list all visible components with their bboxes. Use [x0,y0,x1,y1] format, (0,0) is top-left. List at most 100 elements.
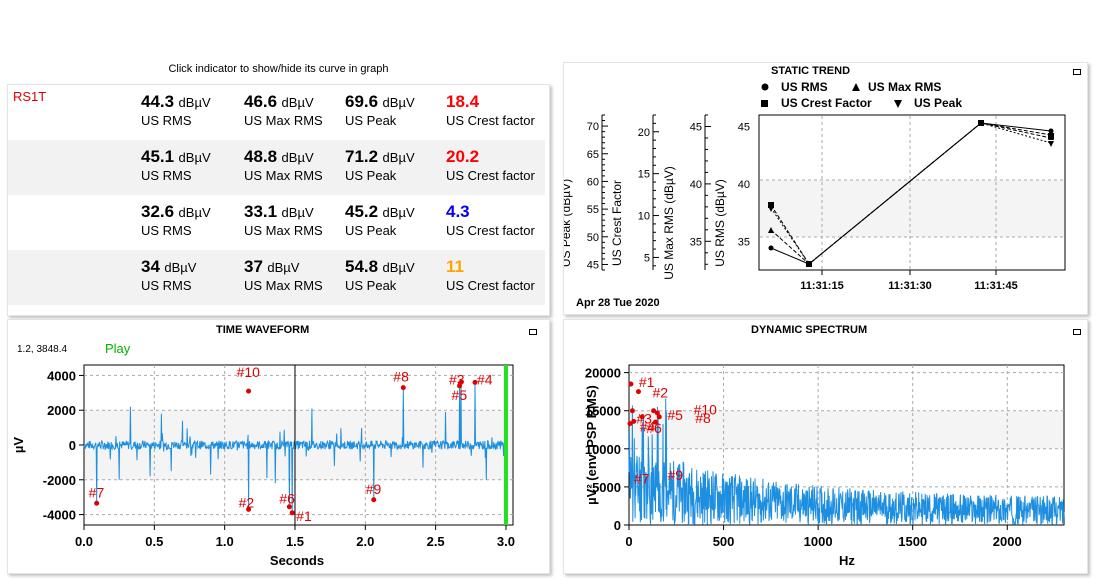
indicator-us-crest-factor[interactable]: 20.2 US Crest factor [446,147,535,183]
indicator-us-max-rms[interactable]: 37 dBµV US Max RMS [244,257,323,293]
indicator-us-crest-factor[interactable]: 4.3 US Crest factor [446,202,535,238]
indicator-us-crest-factor[interactable]: 11 US Crest factor [446,257,535,293]
marker-dot[interactable] [289,510,295,516]
indicator-us-rms[interactable]: 34 dBµV US RMS [141,257,196,293]
legend-down-triangle-icon [894,100,902,108]
axis-us-rms: 45 40 35 US RMS (dBµV) [713,121,750,266]
y-tick-label: 10000 [585,442,621,457]
indicator-unit: dBµV [382,95,415,110]
legend-us-peak[interactable]: US Peak [914,96,962,110]
marker-dot[interactable] [639,414,645,420]
marker-dot[interactable] [631,418,637,424]
crest-value: 11 [446,257,464,276]
marker-dot[interactable] [627,421,633,427]
marker-dot[interactable] [246,388,252,394]
legend-us-crest-factor[interactable]: US Crest Factor [781,96,872,110]
indicator-value: 33.1 [244,202,278,221]
marker-dot[interactable] [651,408,657,414]
marker-dot[interactable] [656,414,662,420]
axis-tick-label: 40 [738,179,750,191]
marker-dot[interactable] [371,497,377,503]
marker-dot[interactable] [629,408,635,414]
indicator-us-peak[interactable]: 71.2 dBµV US Peak [345,147,415,183]
marker-dot[interactable] [635,389,641,395]
trend-legend[interactable]: US RMS US Max RMS US Crest Factor US Pea… [761,80,962,110]
marker-label: #9 [366,481,382,497]
y-tick-label: 0 [69,438,76,453]
x-tick-label: 11:31:30 [888,280,931,292]
marker-dot[interactable] [628,381,634,387]
indicator-unit: dBµV [382,205,415,220]
cursor-readout: 1.2, 3848.4 [17,344,68,355]
x-tick-label: 11:31:15 [800,280,843,292]
minimize-button[interactable] [1073,329,1081,335]
marker-label: #6 [279,491,295,507]
minimize-button[interactable] [529,329,537,335]
y-tick-label: 20000 [585,366,621,381]
trend-plot-area[interactable]: 11:31:15 11:31:30 11:31:45 [758,114,1066,292]
marker-dot[interactable] [654,410,660,416]
time-waveform-chart[interactable]: #10 #8 #3 #4 #5 #7 #2 #6#1 #9 4000 2000 0 -2000 -4000… [8,320,549,573]
dynamic-spectrum-chart[interactable]: #1#2#10#8#5#3#4#6#7 #92000015000100005000… [564,320,1087,573]
marker-dot[interactable] [652,419,658,425]
indicator-value: 32.6 [141,202,175,221]
marker-label: #1 [296,508,312,524]
marker-dot[interactable] [246,506,252,512]
legend-us-max-rms[interactable]: US Max RMS [868,80,941,94]
indicator-value: 48.8 [244,147,278,166]
indicator-us-max-rms[interactable]: 33.1 dBµV US Max RMS [244,202,323,238]
marker-dot[interactable] [94,500,100,506]
marker-dot[interactable] [400,385,406,391]
marker-label: #4 [640,418,656,434]
crest-value: 4.3 [446,202,470,221]
indicator-value: 44.3 [141,92,175,111]
indicator-label: US RMS [141,113,192,128]
indicator-value: 37 [244,257,263,276]
indicator-us-rms[interactable]: 44.3 dBµV US RMS [141,92,211,128]
sensor-label[interactable]: RS1T [13,89,47,104]
marker-label: #8 [393,369,409,385]
indicator-label: US Max RMS [244,278,323,293]
indicator-us-peak[interactable]: 69.6 dBµV US Peak [345,92,415,128]
indicator-us-max-rms[interactable]: 46.6 dBµV US Max RMS [244,92,323,128]
marker-label: #7 [89,484,105,500]
y-tick-label: -4000 [43,508,76,523]
indicator-label: US Peak [345,168,397,183]
indicator-label: US RMS [141,223,192,238]
marker-label: #9 [667,467,683,483]
indicator-us-crest-factor[interactable]: 18.4 US Crest factor [446,92,535,128]
minimize-button[interactable] [1073,69,1081,75]
marker-label: #5 [667,407,683,423]
axis-tick-label: 60 [587,176,599,188]
x-tick-label: 2.5 [427,534,445,549]
marker-dot[interactable] [286,504,292,510]
marker-label: #7 [634,471,650,487]
dynamic-spectrum-panel: DYNAMIC SPECTRUM #1 #2 #10 #8 #5 #3 #4 #6 #7 #9 20… [563,319,1088,574]
indicator-label: US Peak [345,278,397,293]
indicator-us-peak[interactable]: 45.2 dBµV US Peak [345,202,415,238]
indicator-us-rms[interactable]: 32.6 dBµV US RMS [141,202,211,238]
indicator-us-rms[interactable]: 45.1 dBµV US RMS [141,147,211,183]
marker-label: #2 [239,494,255,510]
y-tick-label: 0 [614,518,621,533]
indicator-hint: Click indicator to show/hide its curve i… [168,63,389,75]
x-tick-label: 1500 [898,534,927,549]
axis-label-us-crest: US Crest Factor [610,180,624,266]
x-tick-label: 0 [625,534,632,549]
indicator-us-peak[interactable]: 54.8 dBµV US Peak [345,257,415,293]
time-waveform-panel: TIME WAVEFORM 1.2, 3848.4 Play #10 #8 #3 #4… [7,319,550,574]
marker-dot[interactable] [472,379,478,385]
marker-dot[interactable] [457,383,463,389]
indicator-label: US RMS [141,168,192,183]
x-tick-label: 2.0 [356,534,374,549]
axis-tick-label: 70 [587,121,599,133]
legend-us-rms[interactable]: US RMS [781,80,828,94]
play-button[interactable]: Play [105,341,131,356]
indicator-unit: dBµV [281,95,314,110]
indicator-us-max-rms[interactable]: 48.8 dBµV US Max RMS [244,147,323,183]
indicator-label: US Crest factor [446,278,535,293]
y-axis-label: µV² (env. PSP RMS) [584,385,599,505]
x-tick-label: 0.0 [75,534,93,549]
x-tick-label: 3.0 [497,534,515,549]
indicator-unit: dBµV [382,150,415,165]
